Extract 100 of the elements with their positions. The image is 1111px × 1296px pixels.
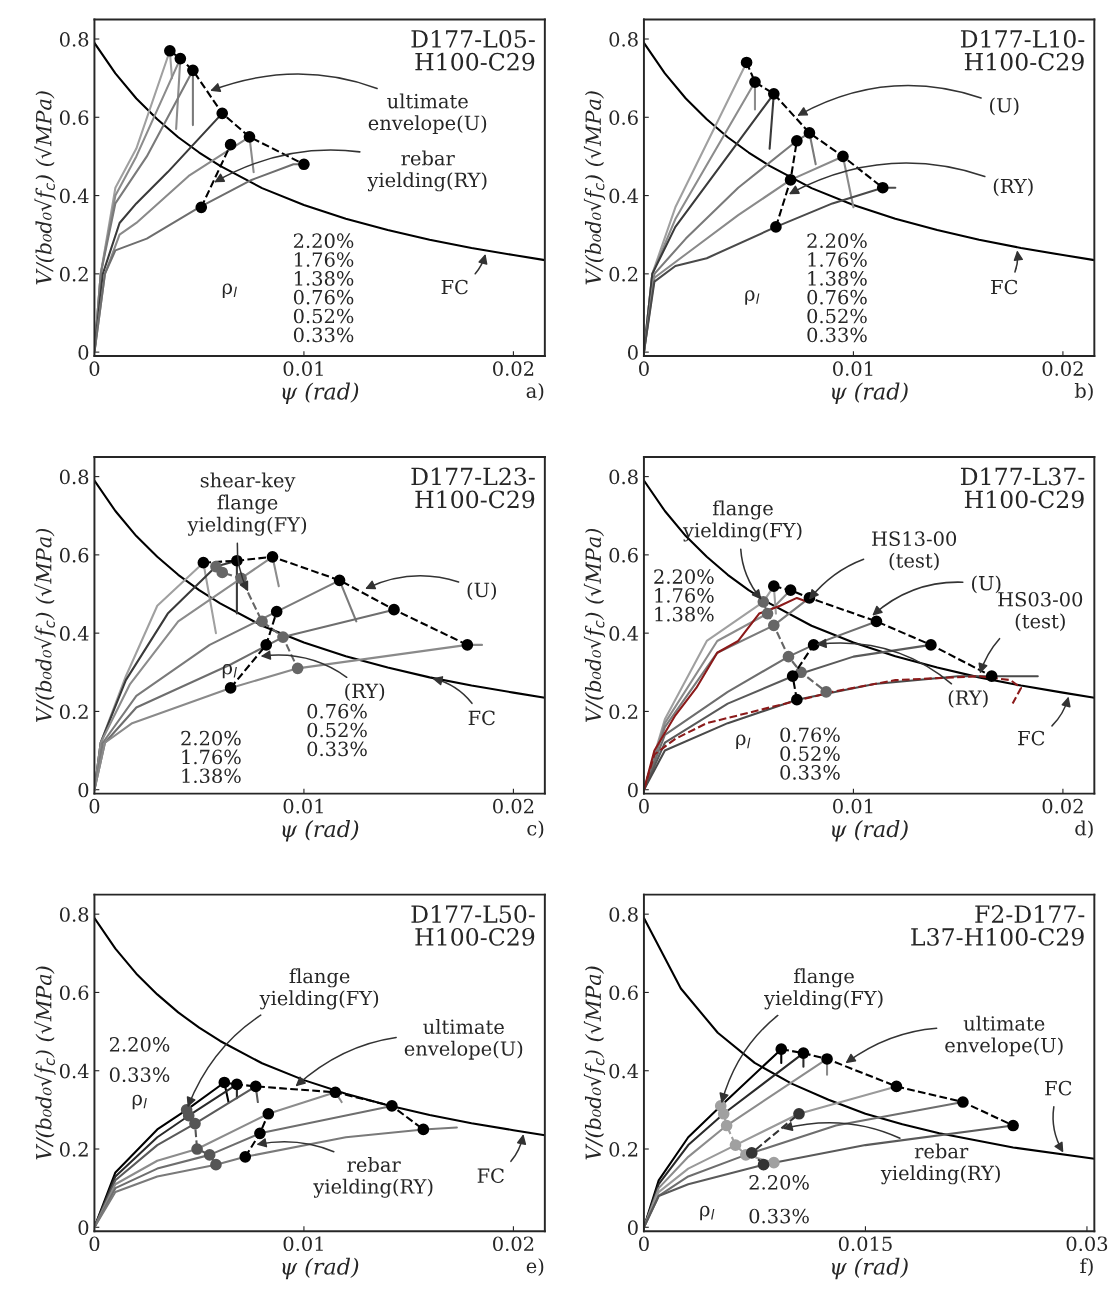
y-tick-label: 0.6: [59, 547, 89, 563]
x-tick-label: 0.01: [833, 798, 873, 814]
y-tick-label: 0: [627, 1220, 638, 1235]
annotation: rebar yielding(RY): [367, 150, 487, 192]
text: a): [526, 382, 544, 401]
y-axis-title: V/(b₀d₀√f$_{c}$) (√MPa): [583, 91, 606, 285]
y-tick-label: 0.8: [609, 31, 638, 47]
annotation: 2.20% 1.76% 1.38% 0.76% 0.52% 0.33%: [807, 233, 867, 343]
annotation: HS03-00 (test): [998, 591, 1083, 632]
annotation: ρ$_{l}$: [222, 663, 237, 679]
annotation: ρ$_{l}$: [132, 1094, 147, 1110]
annotation: FC: [1018, 730, 1045, 746]
text: d): [1075, 820, 1093, 839]
y-tick-label: 0.6: [609, 985, 638, 1001]
annotation: (U): [990, 97, 1019, 116]
y-tick-label: 0.8: [609, 907, 638, 922]
annotation: FC: [1045, 1080, 1072, 1096]
text: e): [526, 1258, 544, 1276]
annotation: (U): [467, 582, 497, 601]
x-tick-label: 0.03: [1066, 1236, 1108, 1252]
annotation: flange yielding(FY): [764, 968, 883, 1010]
annotation: HS13-00 (test): [872, 531, 957, 571]
y-tick-label: 0.8: [59, 31, 89, 47]
annotation: (RY): [948, 689, 988, 708]
x-tick-label: 0: [89, 361, 100, 376]
y-tick-label: 0.4: [59, 626, 89, 641]
x-tick-label: 0.01: [283, 1236, 323, 1252]
annotation: flange yielding(FY): [682, 500, 802, 542]
annotation: ρ$_{l}$: [700, 1205, 715, 1221]
annotation: FC: [991, 279, 1018, 295]
annotation: 2.20% 1.76% 1.38%: [654, 569, 714, 622]
x-tick-label: 0.02: [493, 361, 534, 376]
annotation: rebar yielding(RY): [313, 1156, 433, 1198]
y-tick-label: 0.8: [59, 907, 89, 922]
y-tick-label: 0: [627, 782, 638, 798]
y-tick-label: 0.4: [59, 188, 89, 204]
y-axis-title: V/(b₀d₀√f$_{c}$) (√MPa): [583, 966, 606, 1160]
text: b): [1074, 382, 1093, 401]
annotation: D177-L50- H100-C29: [411, 905, 535, 946]
annotation: ρ$_{l}$: [745, 290, 760, 305]
annotation: ultimate envelope(U): [368, 93, 487, 134]
y-tick-label: 0.6: [609, 547, 638, 563]
y-axis-title: V/(b₀d₀√f$_{c}$) (√MPa): [34, 966, 56, 1160]
y-axis-title: V/(b₀d₀√f$_{c}$) (√MPa): [34, 528, 56, 722]
y-tick-label: 0.6: [609, 110, 638, 125]
x-axis-title: ψ (rad): [282, 1257, 359, 1280]
y-tick-label: 0: [78, 782, 89, 798]
annotation: F2-D177- L37-H100-C29: [911, 905, 1085, 946]
y-tick-label: 0.4: [609, 626, 639, 641]
x-axis-title: ψ (rad): [282, 820, 359, 842]
annotation: (RY): [345, 683, 385, 702]
annotation: 2.20% 1.76% 1.38%: [181, 730, 241, 784]
y-tick-label: 0.8: [609, 469, 638, 485]
text: c): [527, 820, 544, 839]
x-axis-title: ψ (rad): [832, 382, 908, 404]
annotation: 0.76% 0.52% 0.33%: [307, 703, 367, 757]
x-axis-title: ψ (rad): [832, 820, 908, 842]
annotation: 0.76% 0.52% 0.33%: [780, 727, 840, 780]
annotation: D177-L23- H100-C29: [411, 467, 535, 509]
annotation: D177-L10- H100-C29: [960, 29, 1085, 71]
annotation: flange yielding(FY): [259, 968, 379, 1010]
annotation: 2.20%: [749, 1175, 809, 1190]
y-tick-label: 0.6: [59, 985, 89, 1001]
x-tick-label: 0.01: [283, 361, 323, 376]
x-tick-label: 0.02: [1042, 361, 1083, 376]
y-axis-title: V/(b₀d₀√f$_{c}$) (√MPa): [583, 528, 606, 722]
x-tick-label: 0: [89, 1236, 100, 1252]
annotation: FC: [441, 279, 468, 295]
y-tick-label: 0.2: [609, 1141, 638, 1157]
annotation: 0.33%: [109, 1067, 170, 1083]
y-tick-label: 0.4: [59, 1063, 89, 1079]
annotation: (U): [971, 575, 1001, 594]
annotation: (RY): [993, 178, 1033, 197]
annotation: 2.20%: [109, 1037, 170, 1052]
y-tick-label: 0: [78, 345, 89, 360]
x-tick-label: 0.02: [1042, 798, 1083, 814]
x-axis-title: ψ (rad): [832, 1257, 908, 1280]
annotation: rebar yielding(RY): [880, 1143, 1000, 1185]
annotation: D177-L05- H100-C29: [411, 29, 535, 71]
annotation: ρ$_{l}$: [222, 283, 237, 298]
x-tick-label: 0: [639, 798, 649, 814]
y-tick-label: 0.2: [59, 704, 88, 720]
annotation: shear-key flange yielding(FY): [187, 472, 307, 536]
x-axis-title: ψ (rad): [282, 382, 359, 404]
text: f): [1080, 1258, 1093, 1276]
annotation: D177-L37- H100-C29: [960, 467, 1085, 509]
x-tick-label: 0.015: [838, 1236, 892, 1252]
y-tick-label: 0: [627, 345, 638, 360]
y-tick-label: 0: [78, 1220, 89, 1235]
annotation: ultimate envelope(U): [404, 1019, 523, 1060]
x-tick-label: 0.02: [493, 798, 534, 814]
annotation: ρ$_{l}$: [736, 734, 751, 749]
y-tick-label: 0.4: [609, 1063, 639, 1079]
y-tick-label: 0.2: [59, 266, 88, 282]
y-tick-label: 0.2: [59, 1141, 88, 1157]
x-tick-label: 0.01: [283, 798, 323, 814]
x-tick-label: 0.01: [833, 361, 873, 376]
y-tick-label: 0.4: [609, 188, 639, 204]
y-tick-label: 0.6: [59, 110, 89, 125]
x-tick-label: 0: [89, 798, 100, 814]
